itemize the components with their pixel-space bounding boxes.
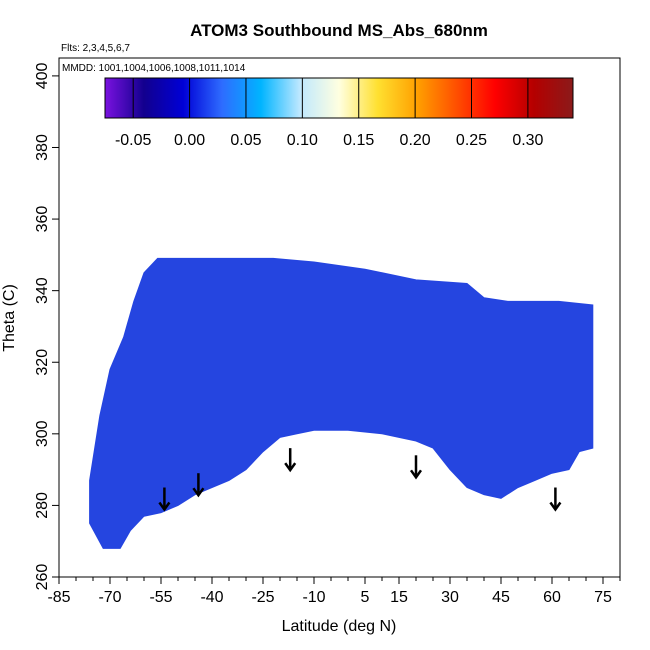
- data-field-area: [89, 257, 594, 549]
- arrow-marker: [409, 455, 423, 480]
- x-tick-label: 45: [492, 589, 510, 606]
- x-tick-label: -10: [302, 589, 325, 606]
- x-tick-label: -25: [251, 589, 274, 606]
- x-tick-label: 5: [361, 589, 370, 606]
- y-tick-label: 360: [34, 206, 51, 233]
- arrows: [158, 448, 562, 512]
- colorbar-tick-label: 0.15: [343, 132, 374, 149]
- colorbar-tick-label: 0.05: [230, 132, 261, 149]
- plot-frame: [58, 57, 621, 578]
- data-field: [89, 257, 594, 549]
- x-axis-title: Latitude (deg N): [282, 618, 397, 635]
- y-tick-label: 400: [34, 62, 51, 89]
- x-axis: -85 -70 -55 -40 -25 -10 5 15 30 45 60 75: [47, 577, 621, 606]
- colorbar-tick-label: 0.30: [512, 132, 543, 149]
- x-tick-label: -85: [47, 589, 70, 606]
- colorbar-gradient: [104, 77, 574, 119]
- x-tick-label: -70: [98, 589, 121, 606]
- y-tick-label: 320: [34, 349, 51, 376]
- arrow-marker: [192, 473, 205, 498]
- arrow-marker: [549, 487, 562, 512]
- x-tick-label: 75: [594, 589, 612, 606]
- x-tick-label: 15: [390, 589, 408, 606]
- x-tick-label: 30: [441, 589, 459, 606]
- colorbar-tick-label: 0.10: [287, 132, 318, 149]
- y-tick-label: 280: [34, 492, 51, 519]
- flights-note: Flts: 2,3,4,5,6,7: [61, 43, 130, 54]
- x-tick-label: -55: [149, 589, 172, 606]
- colorbar: -0.05 0.00 0.05 0.10 0.15 0.20 0.25 0.30: [104, 77, 574, 149]
- colorbar-tick-label: 0.00: [174, 132, 205, 149]
- y-axis: 260 280 300 320 340 360 380 400: [34, 62, 59, 590]
- chart-title: ATOM3 Southbound MS_Abs_680nm: [190, 21, 488, 40]
- y-tick-label: 340: [34, 277, 51, 304]
- colorbar-tick-label: 0.20: [400, 132, 431, 149]
- dates-note: MMDD: 1001,1004,1006,1008,1011,1014: [62, 63, 246, 74]
- y-tick-label: 380: [34, 134, 51, 161]
- y-tick-label: 300: [34, 420, 51, 447]
- colorbar-tick-label: 0.25: [456, 132, 487, 149]
- x-tick-label: 60: [543, 589, 561, 606]
- arrow-marker: [284, 448, 297, 473]
- x-tick-label: -40: [200, 589, 223, 606]
- y-axis-title: Theta (C): [1, 284, 18, 352]
- arrow-marker: [158, 487, 171, 512]
- y-tick-label: 260: [34, 564, 51, 591]
- colorbar-tick-label: -0.05: [115, 132, 152, 149]
